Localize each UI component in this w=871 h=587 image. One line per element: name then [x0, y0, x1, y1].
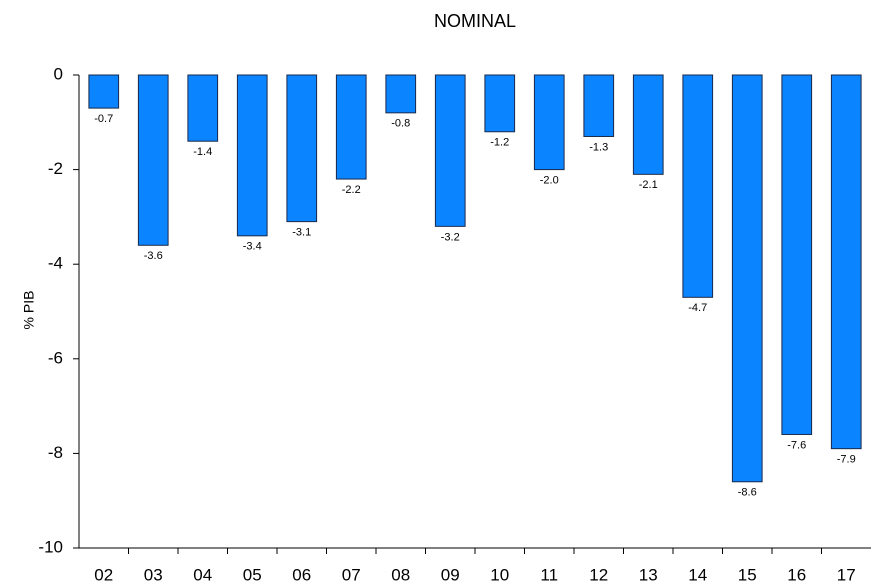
chart-title: NOMINAL — [434, 11, 516, 31]
value-label: -3.2 — [441, 231, 460, 243]
value-label: -7.9 — [837, 454, 856, 466]
bar — [484, 74, 516, 133]
value-label: -3.1 — [292, 227, 311, 239]
x-tick-label: 08 — [391, 565, 410, 584]
value-label: -8.6 — [738, 487, 757, 499]
x-tick-label: 17 — [837, 565, 856, 584]
value-label: -2.2 — [342, 184, 361, 196]
value-label: -1.2 — [490, 137, 509, 149]
bar — [137, 74, 169, 246]
value-label: -1.4 — [193, 146, 212, 158]
bar — [781, 74, 813, 435]
value-label: -4.7 — [688, 302, 707, 314]
bar — [88, 74, 120, 109]
x-tick-label: 06 — [292, 565, 311, 584]
bar — [286, 74, 318, 223]
y-tick-label: -2 — [48, 159, 63, 178]
value-label: -3.4 — [243, 241, 262, 253]
x-tick-label: 12 — [589, 565, 608, 584]
bar — [682, 74, 714, 298]
value-label: -3.6 — [144, 250, 163, 262]
bar — [533, 74, 565, 171]
y-axis-label: % PIB — [21, 291, 37, 330]
bar — [434, 74, 466, 227]
x-tick-label: 10 — [490, 565, 509, 584]
x-tick-label: 09 — [441, 565, 460, 584]
x-tick-label: 14 — [688, 565, 707, 584]
x-tick-label: 07 — [342, 565, 361, 584]
bar — [583, 74, 615, 137]
bar — [187, 74, 219, 142]
x-tick-label: 05 — [243, 565, 262, 584]
value-label: -1.3 — [589, 141, 608, 153]
y-tick-label: -6 — [48, 348, 63, 367]
value-label: -2.0 — [540, 175, 559, 187]
x-tick-label: 11 — [540, 565, 558, 584]
bar — [830, 74, 862, 450]
bar — [236, 74, 268, 237]
x-tick-label: 16 — [787, 565, 806, 584]
value-label: -0.8 — [391, 118, 410, 130]
bar — [335, 74, 367, 180]
y-tick-label: 0 — [54, 64, 63, 83]
bar — [385, 74, 417, 114]
value-label: -2.1 — [639, 179, 658, 191]
x-tick-label: 15 — [738, 565, 757, 584]
value-label: -7.6 — [787, 439, 806, 451]
bar — [632, 74, 664, 175]
x-tick-label: 02 — [94, 565, 113, 584]
x-tick-label: 13 — [639, 565, 658, 584]
x-tick-label: 03 — [144, 565, 163, 584]
bar — [731, 74, 763, 483]
y-tick-label: -4 — [48, 254, 63, 273]
y-tick-label: -8 — [48, 443, 63, 462]
x-tick-label: 04 — [193, 565, 212, 584]
y-tick-label: -10 — [38, 537, 63, 556]
value-label: -0.7 — [94, 113, 113, 125]
